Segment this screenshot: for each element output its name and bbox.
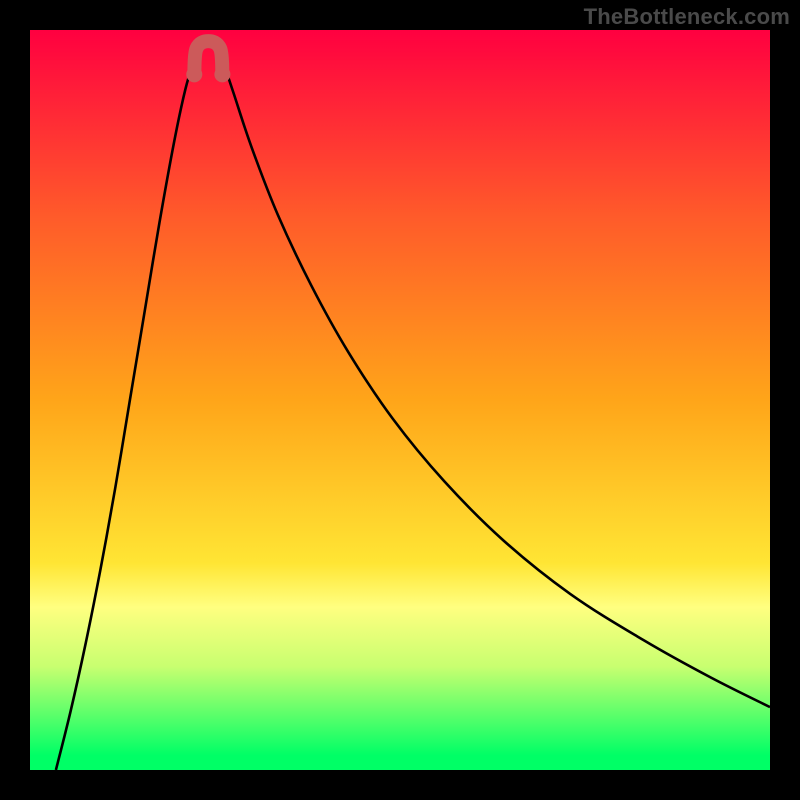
u-endcap-right — [214, 66, 230, 82]
chart-outer-frame: TheBottleneck.com — [0, 0, 800, 800]
curve-left-branch — [56, 60, 194, 770]
plot-area — [30, 30, 770, 770]
curve-right-branch — [222, 60, 770, 708]
u-endcap-left — [186, 66, 202, 82]
curve-layer — [30, 30, 770, 770]
watermark-text: TheBottleneck.com — [584, 4, 790, 30]
